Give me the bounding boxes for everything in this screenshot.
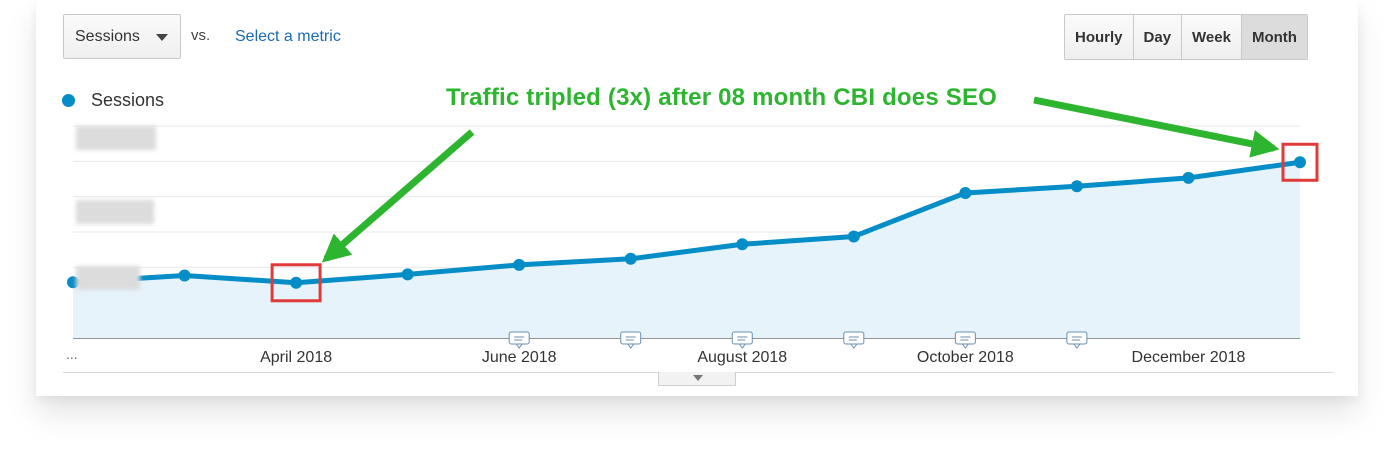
x-tick-label: October 2018 [917,349,1014,366]
annotation-marker-icon [508,331,530,349]
annotation-marker-icon [1066,331,1088,349]
data-point [178,269,191,282]
x-tick-label: December 2018 [1132,349,1246,366]
annotation-marker-icon [954,331,976,349]
day-button[interactable]: Day [1133,15,1183,59]
legend-dot-icon [62,94,75,107]
y-tick-label-obscured [76,200,154,224]
annotation-marker-icon [843,331,865,349]
hourly-button[interactable]: Hourly [1065,15,1134,59]
annotation-arrow-left [321,129,475,263]
chevron-down-icon [156,34,168,41]
data-point [401,268,414,281]
annotation-marker-tail [626,343,635,349]
highlight-box [1281,142,1319,182]
data-point [847,230,860,243]
annotation-marker-body [954,331,976,345]
y-tick-label-obscured [76,126,156,150]
chart-legend: Sessions [62,90,164,111]
annotation-marker-icon [731,331,753,349]
data-point [624,252,637,265]
x-tick-label: April 2018 [260,349,332,366]
select-metric-link[interactable]: Select a metric [235,28,341,45]
annotation-marker-tail [849,343,858,349]
metric-select[interactable]: Sessions [63,14,181,59]
y-tick-label-obscured [76,266,140,290]
data-point [1294,156,1306,169]
data-point [290,276,303,289]
data-point [1182,171,1195,184]
annotation-marker-icon [620,331,642,349]
annotation-marker-body [620,331,642,345]
vs-label: vs. [191,27,211,44]
annotation-marker-body [731,331,753,345]
annotation-marker-body [843,331,865,345]
granularity-toggle: Hourly Day Week Month [1064,14,1308,60]
annotation-text: Traffic tripled (3x) after 08 month CBI … [446,84,998,111]
data-point [513,258,526,271]
collapse-handle[interactable] [658,372,736,386]
annotation-marker-tail [738,343,747,349]
series-area-sessions [73,162,1300,338]
x-tick-label: August 2018 [697,349,787,366]
month-button[interactable]: Month [1241,15,1307,59]
annotation-arrow-right [1033,96,1280,158]
week-button[interactable]: Week [1182,15,1242,59]
axis-ellipsis: ... [66,346,78,362]
annotation-marker-tail [961,343,970,349]
highlight-box [270,263,322,303]
data-point [959,186,972,199]
annotation-marker-tail [515,343,524,349]
annotation-marker-tail [1072,343,1081,349]
series-line-sessions [70,159,1303,286]
annotation-marker-body [1066,331,1088,345]
legend-label: Sessions [91,90,165,110]
data-point [1070,180,1083,193]
metric-select-label: Sessions [75,27,140,45]
annotation-marker-body [508,331,530,345]
data-point [736,238,749,251]
x-tick-label: June 2018 [482,349,557,366]
